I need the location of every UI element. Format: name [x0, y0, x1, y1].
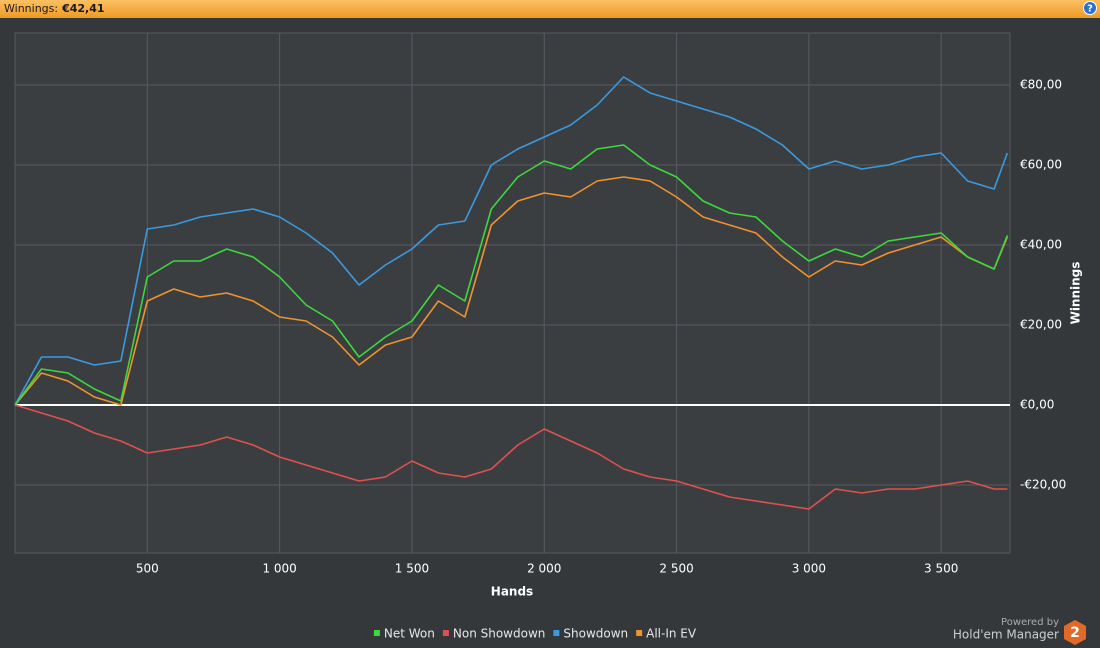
help-text[interactable]: ? — [1087, 4, 1093, 15]
x-axis-title: Hands — [491, 585, 533, 599]
x-tick-label: 3 500 — [924, 562, 958, 576]
legend-label: Non Showdown — [453, 627, 546, 641]
legend: Net Won Non Showdown Showdown All-In EV — [373, 627, 697, 641]
series-line — [14, 144, 1009, 406]
legend-label: All-In EV — [646, 627, 697, 641]
series-line — [14, 404, 1008, 510]
grid — [15, 33, 1010, 553]
product-name: Hold'em Manager — [953, 628, 1059, 642]
help-icon[interactable] — [1083, 1, 1097, 15]
y-tick-label: €20,00 — [1020, 318, 1062, 332]
y-tick-label: €60,00 — [1020, 158, 1062, 172]
legend-label: Showdown — [563, 627, 628, 641]
title-bar — [0, 0, 1100, 18]
x-tick-label: 1 000 — [262, 562, 296, 576]
x-tick-label: 500 — [136, 562, 159, 576]
y-tick-label: -€20,00 — [1020, 478, 1066, 492]
logo — [1064, 620, 1086, 645]
y-tick-label: €0,00 — [1020, 398, 1054, 412]
legend-swatch — [442, 630, 449, 636]
title-label: Winnings: — [4, 2, 58, 15]
lines — [14, 76, 1010, 510]
powered-by: Powered by — [1001, 617, 1059, 628]
y-tick-label: €80,00 — [1020, 78, 1062, 92]
series-line — [14, 76, 1009, 406]
y-axis-title: Winnings — [1069, 262, 1083, 325]
y-tick-label: €40,00 — [1020, 238, 1062, 252]
series-line — [14, 176, 1009, 406]
legend-swatch — [636, 630, 643, 636]
x-tick-label: 3 000 — [792, 562, 826, 576]
legend-swatch — [553, 630, 560, 636]
logo-text: 2 — [1070, 625, 1080, 641]
x-tick-label: 2 000 — [527, 562, 561, 576]
legend-label: Net Won — [384, 627, 435, 641]
legend-swatch — [373, 630, 380, 636]
x-tick-label: 1 500 — [395, 562, 429, 576]
plot-area — [14, 32, 1011, 554]
title-value: €42,41 — [61, 2, 104, 15]
x-tick-label: 2 500 — [659, 562, 693, 576]
